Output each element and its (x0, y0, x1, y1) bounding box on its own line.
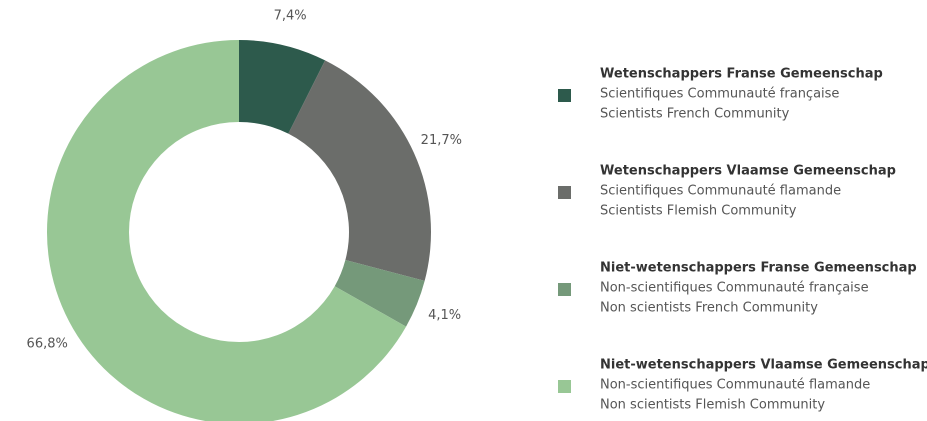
legend-swatch (558, 89, 571, 102)
donut-slice (288, 60, 431, 281)
legend-label-en: Scientists French Community (600, 107, 790, 122)
donut-slice (334, 260, 425, 327)
legend-label: Wetenschappers Vlaamse Gemeenschap (600, 164, 896, 179)
legend-label-en: Non scientists Flemish Community (600, 398, 825, 413)
data-label: 66,8% (27, 336, 68, 351)
legend-label-en: Scientists Flemish Community (600, 204, 797, 219)
legend-label: Niet-wetenschappers Vlaamse Gemeenschap (600, 358, 927, 373)
legend-label-fr: Scientifiques Communauté française (600, 87, 839, 102)
data-label: 7,4% (274, 8, 307, 23)
data-label: 21,7% (421, 133, 462, 148)
legend-label-fr: Non-scientifiques Communauté flamande (600, 378, 870, 393)
donut-slice (239, 40, 326, 134)
legend-label: Niet-wetenschappers Franse Gemeenschap (600, 261, 917, 276)
legend-swatch (558, 186, 571, 199)
legend-label-en: Non scientists French Community (600, 301, 818, 316)
donut-slice (47, 40, 407, 421)
legend-label-fr: Non-scientifiques Communauté française (600, 281, 869, 296)
legend-label-fr: Scientifiques Communauté flamande (600, 184, 841, 199)
data-label: 4,1% (428, 308, 461, 323)
legend-swatch (558, 283, 571, 296)
legend-swatch (558, 380, 571, 393)
legend-label: Wetenschappers Franse Gemeenschap (600, 67, 883, 82)
